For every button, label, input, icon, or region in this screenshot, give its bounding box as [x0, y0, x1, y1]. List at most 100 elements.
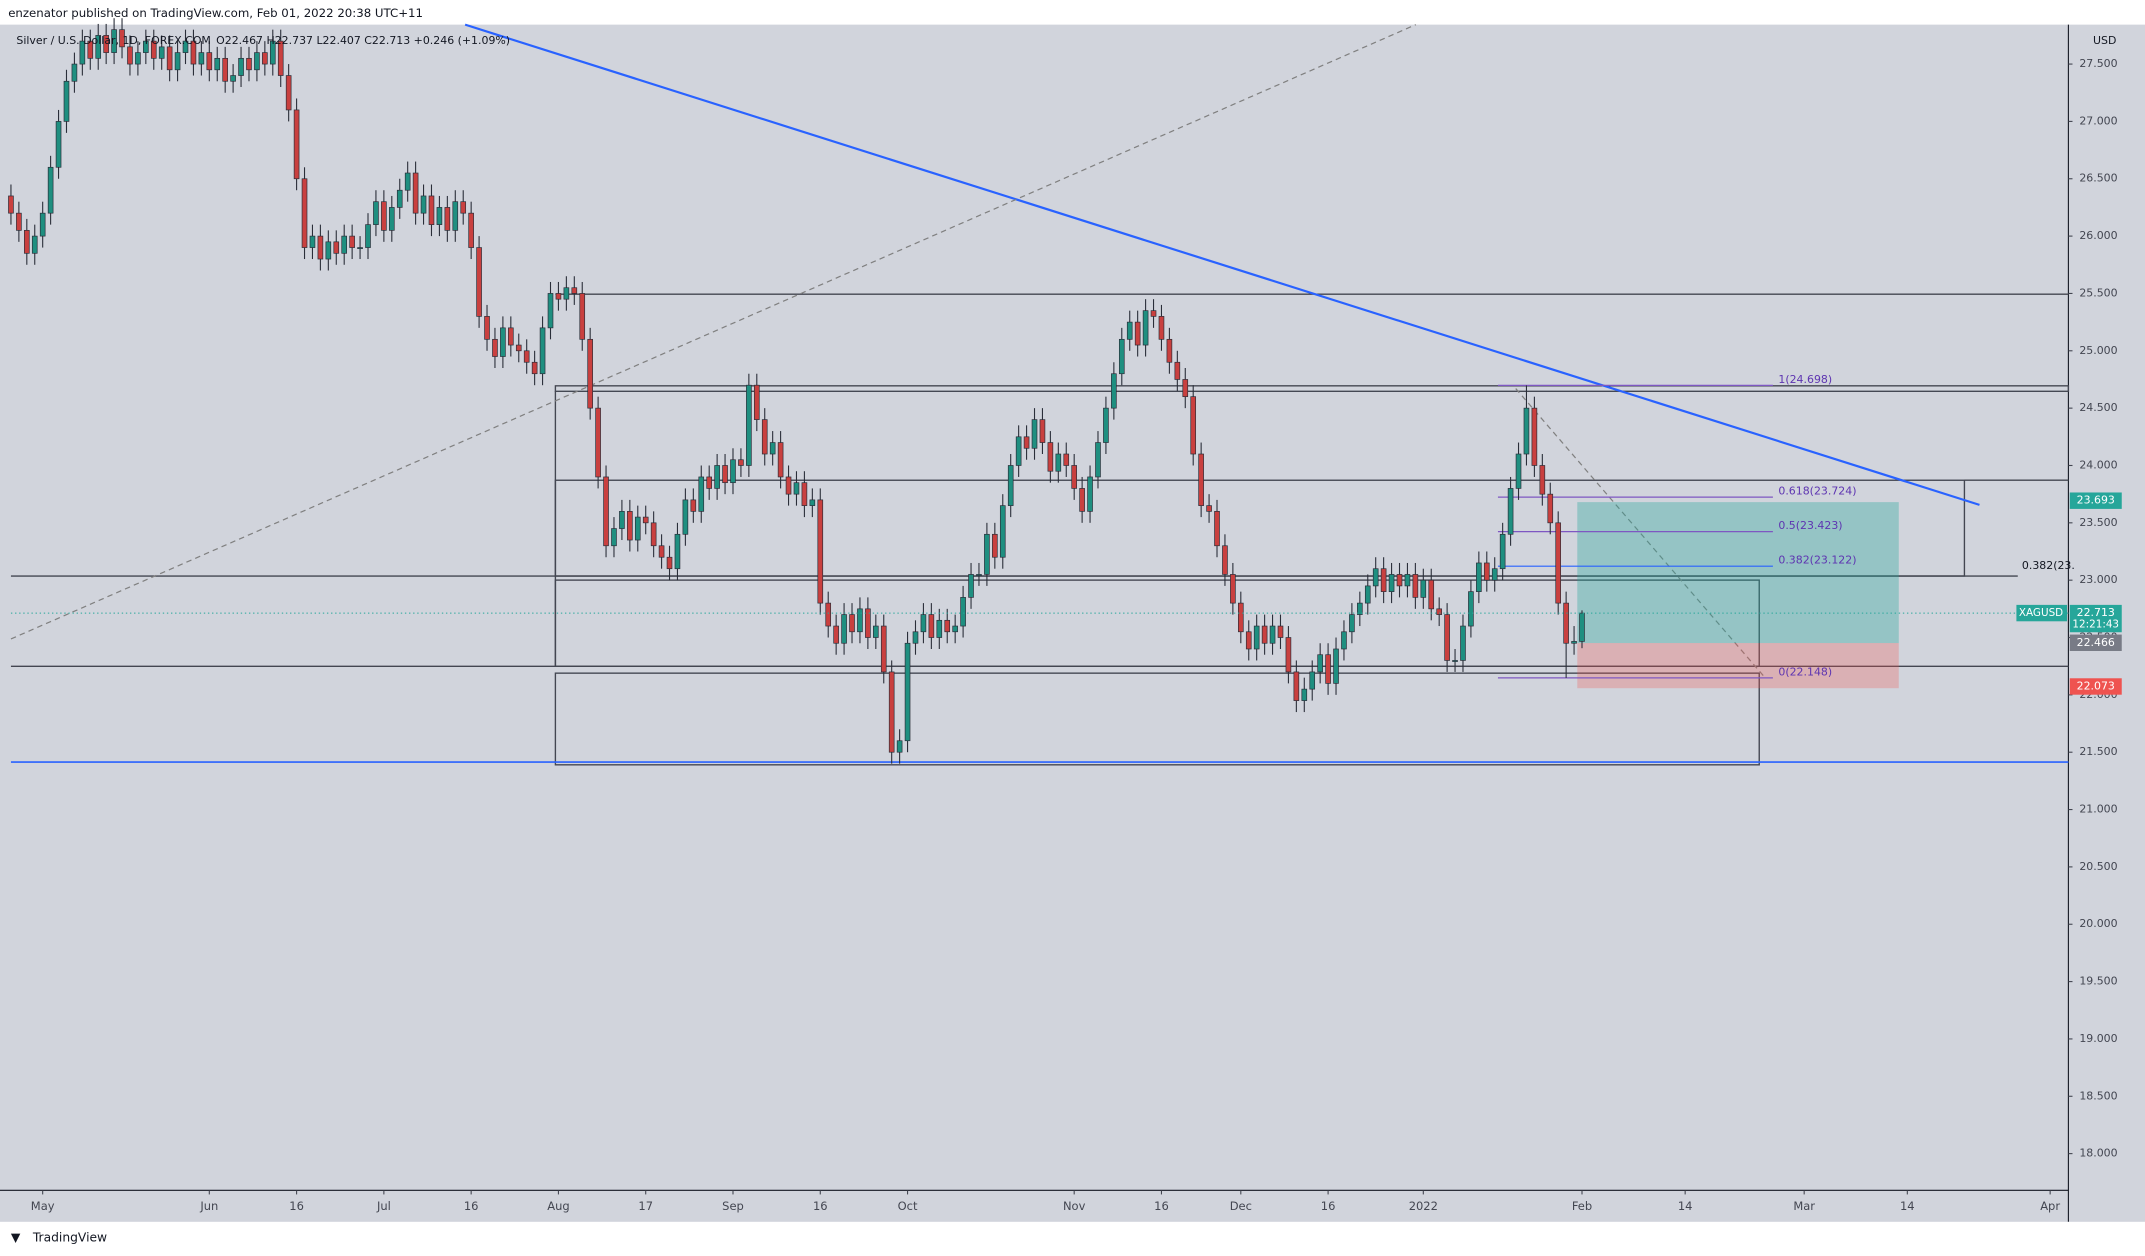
candle-body [246, 57, 252, 71]
candle-body [484, 316, 490, 340]
fib-levels: 1(24.698) 0.618(23.724) 0.5(23.423) 0.382(2… [1497, 373, 2075, 679]
x-tick-label: Dec [1230, 1199, 1252, 1213]
zone-box [554, 385, 2070, 392]
candle-body [888, 671, 895, 753]
y-tick-label: 26.000 [2079, 229, 2117, 242]
candle-body [777, 442, 784, 478]
price-tag-label: 23.693 [2077, 494, 2115, 507]
candle-body [650, 522, 657, 547]
zone-box [554, 672, 1760, 766]
price-tag-label: 22.466 [2077, 636, 2115, 649]
candle-body [150, 40, 157, 59]
y-tick-label: 23.000 [2079, 573, 2117, 586]
candle-body [587, 338, 593, 409]
candle-body [960, 597, 966, 627]
candle-body [357, 247, 363, 250]
candle-body [634, 516, 641, 541]
candle-body [365, 224, 371, 248]
footer: TradingView [32, 1231, 107, 1245]
candle-body [444, 207, 451, 231]
y-tick-label: 21.500 [2079, 745, 2117, 758]
candle-body [1357, 602, 1363, 615]
candle-body [1087, 476, 1093, 512]
candle-body [1142, 310, 1149, 346]
candle-body [547, 293, 554, 329]
x-tick-label: Apr [2040, 1199, 2060, 1213]
price-tag-bg [2069, 678, 2122, 695]
y-tick-label: 24.500 [2079, 401, 2117, 414]
candle-body [1253, 625, 1260, 650]
drawings [10, 23, 2070, 766]
fib-level-label: 0(22.148) [1778, 665, 1832, 678]
candle-body [1309, 671, 1316, 690]
candle-body [325, 241, 332, 260]
candle-body [87, 40, 94, 59]
candle-body [571, 287, 578, 294]
candle-body [1491, 568, 1498, 581]
y-tick-label: 25.500 [2079, 286, 2117, 299]
candle-body [79, 40, 86, 65]
candle-body [1055, 453, 1062, 472]
candle-body [1190, 396, 1197, 455]
candle-body [857, 608, 863, 633]
candle-body [127, 46, 133, 65]
candle-body [333, 241, 340, 254]
candle-body [555, 293, 562, 300]
fib-level-label: 0.382(23.122) [1778, 554, 1856, 567]
x-tick-label: 16 [1321, 1199, 1336, 1213]
x-tick-label: Oct [898, 1199, 918, 1213]
candle-body [1150, 310, 1157, 317]
candle-body [968, 574, 974, 598]
candle-body [1404, 574, 1411, 587]
candle-body [841, 614, 847, 644]
candle-body [769, 442, 776, 455]
candle-body [920, 614, 927, 633]
candle-body [111, 29, 117, 53]
candle-body [1230, 574, 1236, 604]
candle-body [619, 511, 625, 529]
candle-body [135, 52, 141, 65]
candle-body [730, 459, 736, 484]
candle-body [1420, 579, 1427, 598]
candle-body [722, 465, 728, 484]
candle-body [1380, 568, 1387, 592]
candle-body [1460, 625, 1466, 661]
chart-subtitle: O22.467 H22.737 L22.407 C22.713 +0.246 (… [216, 34, 510, 47]
candle-body [563, 287, 570, 300]
candle-body [531, 361, 538, 375]
candle-body [1515, 453, 1522, 489]
candle-body [1547, 493, 1554, 524]
candle-body [182, 40, 189, 53]
fib-level-label: 0.5(23.423) [1778, 519, 1842, 532]
candle-body [825, 602, 832, 627]
candle-body [8, 195, 14, 214]
candle-body [254, 52, 260, 71]
candle-body [1523, 407, 1530, 455]
candle-body [1476, 562, 1482, 592]
candle-body [595, 407, 601, 478]
y-axis-label: USD [2093, 34, 2116, 47]
candle-body [1182, 379, 1189, 398]
candle-body [309, 235, 316, 248]
candle-body [1118, 338, 1125, 375]
fib-trend-line [1515, 388, 1766, 678]
candle-body [1372, 568, 1379, 587]
candle-body [1063, 453, 1070, 466]
x-tick-label: 16 [289, 1199, 304, 1213]
candle-body [1468, 591, 1474, 627]
candle-body [1245, 631, 1252, 650]
candle-body [476, 247, 482, 317]
x-tick-label: Mar [1793, 1199, 1815, 1213]
candle-body [1023, 436, 1030, 449]
candle-body [1015, 436, 1022, 466]
candle-body [1071, 465, 1077, 489]
candle-body [936, 619, 943, 638]
candle-body [373, 201, 379, 225]
x-tick-label: 14 [1900, 1199, 1915, 1213]
position-loss-zone [1577, 643, 1899, 689]
dashed-trend-line [10, 24, 1417, 640]
y-tick-label: 25.000 [2079, 344, 2117, 357]
y-tick-label: 20.500 [2079, 860, 2117, 873]
candle-body [24, 230, 30, 254]
candle-body [285, 75, 292, 111]
